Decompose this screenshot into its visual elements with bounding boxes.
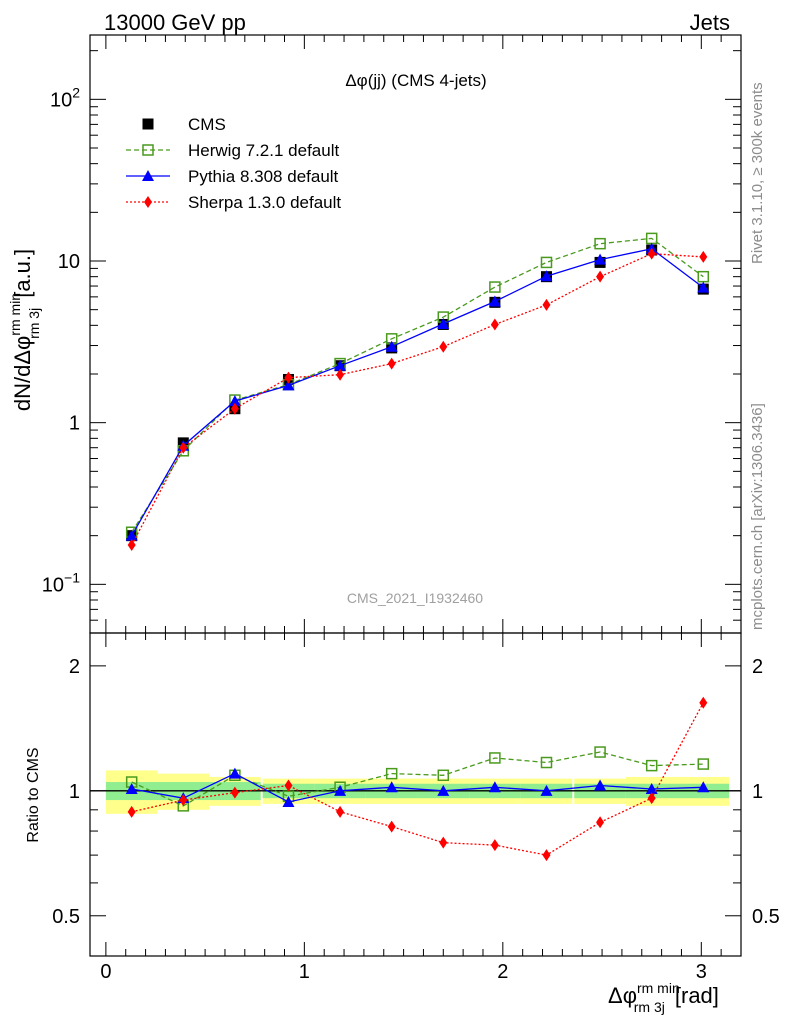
ratio-sherpa-point <box>542 849 551 862</box>
legend-herwig-label: Herwig 7.2.1 default <box>188 141 339 160</box>
legend-sherpa-label: Sherpa 1.3.0 default <box>188 193 341 212</box>
main-herwig-point <box>540 256 553 269</box>
main-y-tick-label: 10 <box>58 251 80 273</box>
ratio-pythia-point <box>645 783 658 795</box>
ratio-y-axis-title: Ratio to CMS <box>25 747 42 842</box>
main-sherpa-point <box>647 247 656 260</box>
ratio-sherpa-point <box>284 779 293 792</box>
main-pythia-point <box>697 281 710 293</box>
main-sherpa-point <box>127 539 136 552</box>
ratio-sherpa-point <box>127 805 136 818</box>
ratio-y-tick-label: 2 <box>69 656 80 678</box>
main-sherpa-point <box>542 298 551 311</box>
main-pythia-point <box>437 317 450 329</box>
legend-herwig-marker <box>142 144 154 156</box>
main-plot-title: Δφ(jj) (CMS 4-jets) <box>345 71 486 90</box>
main-herwig-line <box>131 237 704 533</box>
ratio-pythia-line <box>131 772 704 803</box>
ratio-herwig-point <box>540 756 553 769</box>
x-tick-label: 0 <box>100 961 111 983</box>
ratio-pythia-point <box>697 781 710 793</box>
ratio-sherpa-point <box>699 696 708 709</box>
ratio-herwig-point <box>594 746 606 758</box>
ratio-y-tick-label: 1 <box>69 781 80 803</box>
main-y-tick-label: 102 <box>50 84 80 111</box>
ratio-pythia-point <box>282 795 295 807</box>
legend-sherpa-marker <box>144 196 152 208</box>
ratio-sherpa-point <box>647 792 656 805</box>
ratio-sherpa-point <box>490 839 499 852</box>
ratio-herwig-point <box>489 752 501 764</box>
ratio-pythia-point <box>594 779 607 791</box>
main-sherpa-point <box>596 270 605 283</box>
ratio-sherpa-line <box>131 702 704 856</box>
ratio-herwig-point <box>697 758 710 770</box>
ratio-pythia-point <box>228 767 241 779</box>
legend-pythia-label: Pythia 8.308 default <box>188 167 339 186</box>
ratio-sherpa-point <box>387 820 396 833</box>
ratio-sherpa-point <box>439 836 448 849</box>
legend-pythia-marker <box>142 170 154 181</box>
ratio-pythia-point <box>125 783 138 795</box>
header-right-label: Jets <box>690 10 730 35</box>
main-herwig-point <box>594 237 606 250</box>
rivet-version-label: Rivet 3.1.10, ≥ 300k events <box>749 82 766 264</box>
ratio-sherpa-point <box>336 805 345 818</box>
ratio-pythia-point <box>334 784 347 796</box>
x-tick-label: 2 <box>497 961 508 983</box>
main-pythia-point <box>334 359 347 371</box>
x-axis-title: Δφrm min rm 3j [rad] <box>608 980 719 1015</box>
x-tick-label: 3 <box>696 961 707 983</box>
main-pythia-point <box>228 395 241 407</box>
main-pythia-point <box>594 253 607 265</box>
ratio-herwig-line <box>131 751 704 807</box>
main-pythia-line <box>131 248 704 537</box>
main-sherpa-point <box>336 368 345 381</box>
main-pythia-point <box>125 529 138 541</box>
legend-cms-label: CMS <box>188 115 226 134</box>
main-pythia-point <box>282 379 295 391</box>
main-sherpa-point <box>179 441 188 454</box>
ratio-sherpa-point <box>179 794 188 807</box>
ratio-herwig-point <box>385 767 398 780</box>
ratio-pythia-point <box>385 781 398 793</box>
ratio-y-tick-label: 0.5 <box>52 906 80 928</box>
mcplots-label: mcplots.cern.ch [arXiv:1306.3436] <box>749 403 766 630</box>
main-sherpa-point <box>490 318 499 331</box>
main-pythia-point <box>385 340 398 352</box>
main-sherpa-point <box>699 250 708 263</box>
ratio-panel-frame <box>89 632 742 957</box>
ratio-y-tick-label-right: 1 <box>752 781 763 803</box>
main-y-axis-title: dN/dΔφrm min rm 3j[a.u.] <box>7 249 42 411</box>
main-y-tick-label: 1 <box>69 413 80 435</box>
ratio-pythia-point <box>488 781 501 793</box>
ratio-y-tick-label-right: 0.5 <box>752 906 780 928</box>
x-tick-label: 1 <box>299 961 310 983</box>
main-sherpa-point <box>284 371 293 384</box>
ratio-pythia-point <box>437 784 450 796</box>
main-herwig-point <box>489 281 501 293</box>
ratio-y-tick-label-right: 2 <box>752 656 763 678</box>
ratio-herwig-point <box>645 759 658 772</box>
main-y-tick-label: 10−1 <box>42 569 80 596</box>
header-left-label: 13000 GeV pp <box>104 10 246 35</box>
main-sherpa-point <box>230 402 239 415</box>
main-pythia-point <box>488 295 501 307</box>
ratio-sherpa-point <box>596 816 605 829</box>
analysis-watermark: CMS_2021_I1932460 <box>347 590 483 606</box>
legend-cms-marker <box>142 118 154 130</box>
ratio-sherpa-point <box>230 786 239 799</box>
ratio-herwig-point <box>437 769 450 782</box>
main-sherpa-line <box>131 253 704 546</box>
ratio-pythia-point <box>540 784 553 796</box>
main-sherpa-point <box>387 357 396 370</box>
main-sherpa-point <box>439 340 448 353</box>
main-pythia-point <box>540 270 553 282</box>
